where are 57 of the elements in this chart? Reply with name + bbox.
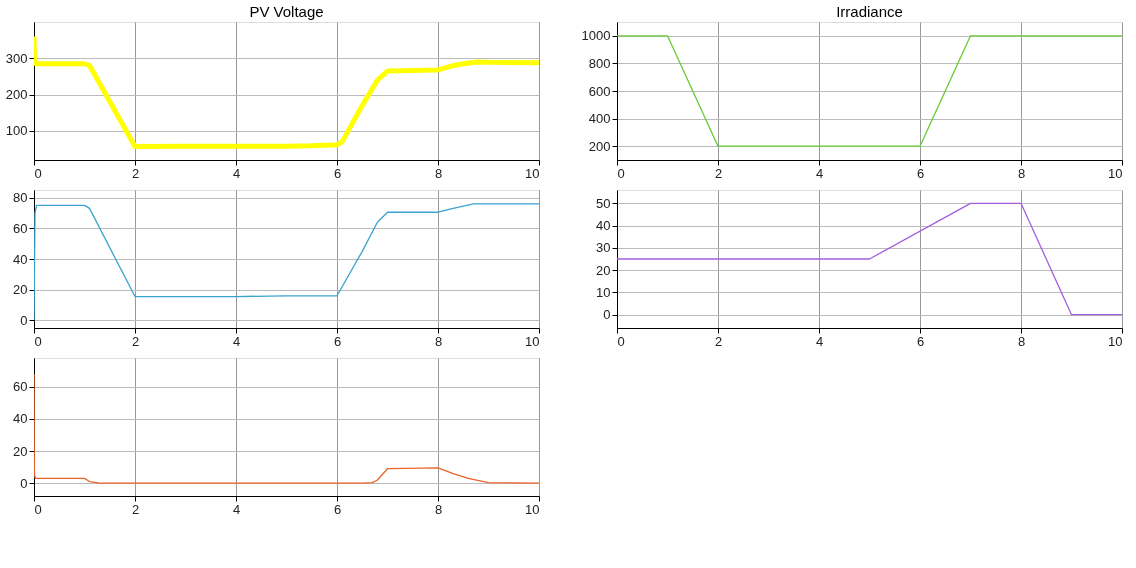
y-tick-label: 30	[596, 240, 611, 256]
x-tick-label: 6	[916, 165, 925, 181]
x-tick-label: 0	[34, 333, 42, 349]
y-tick-label: 20	[13, 443, 28, 459]
x-tick-label: 0	[34, 501, 42, 517]
x-tick-label: 8	[434, 333, 443, 349]
x-tick-label: 10	[1108, 333, 1123, 349]
y-tick-label: 40	[13, 251, 28, 267]
y-tick-label: 40	[596, 218, 611, 234]
x-tick-label: 0	[617, 165, 625, 181]
y-tick-label: 80	[13, 190, 28, 206]
x-tick-label: 0	[617, 333, 625, 349]
y-tick-label: 20	[596, 262, 611, 278]
y-tick-label: 200	[5, 87, 28, 103]
x-tick-label: 8	[434, 165, 443, 181]
x-tick-label: 10	[525, 333, 540, 349]
x-tick-label: 4	[815, 165, 824, 181]
y-tick-label: 40	[13, 411, 28, 427]
x-tick-label: 6	[916, 333, 925, 349]
y-tick-label: 50	[596, 195, 611, 211]
x-tick-label: 2	[714, 165, 723, 181]
line-series	[34, 373, 539, 484]
y-tick-label: 20	[13, 282, 28, 298]
x-tick-label: 6	[333, 501, 342, 517]
x-tick-label: 8	[434, 501, 443, 517]
y-tick-label: 800	[588, 55, 611, 71]
x-tick-label: 10	[525, 165, 540, 181]
y-tick-label: 10	[596, 284, 611, 300]
chart-title: Irradiance	[836, 3, 903, 20]
x-tick-label: 2	[131, 501, 140, 517]
x-tick-label: 6	[333, 333, 342, 349]
x-tick-label: 10	[525, 501, 540, 517]
y-tick-label: 0	[603, 307, 611, 323]
y-tick-label: 200	[588, 138, 611, 154]
y-tick-label: 1000	[581, 28, 611, 44]
y-tick-label: 60	[13, 379, 28, 395]
x-tick-label: 8	[1017, 165, 1026, 181]
x-tick-label: 6	[333, 165, 342, 181]
chart-title: PV Voltage	[249, 3, 324, 20]
x-tick-label: 2	[714, 333, 723, 349]
x-tick-label: 2	[131, 333, 140, 349]
y-tick-label: 100	[5, 123, 28, 139]
y-tick-label: 600	[588, 83, 611, 99]
line-series	[34, 203, 539, 321]
x-tick-label: 0	[34, 165, 42, 181]
y-tick-label: 300	[5, 50, 28, 66]
x-tick-label: 4	[232, 165, 241, 181]
x-tick-label: 4	[815, 333, 824, 349]
x-tick-label: 10	[1108, 165, 1123, 181]
y-tick-label: 0	[20, 312, 28, 328]
y-tick-label: 0	[20, 475, 28, 491]
x-tick-label: 8	[1017, 333, 1026, 349]
x-tick-label: 2	[131, 165, 140, 181]
y-tick-label: 400	[588, 111, 611, 127]
x-tick-label: 4	[232, 333, 241, 349]
x-tick-label: 4	[232, 501, 241, 517]
y-tick-label: 60	[13, 220, 28, 236]
